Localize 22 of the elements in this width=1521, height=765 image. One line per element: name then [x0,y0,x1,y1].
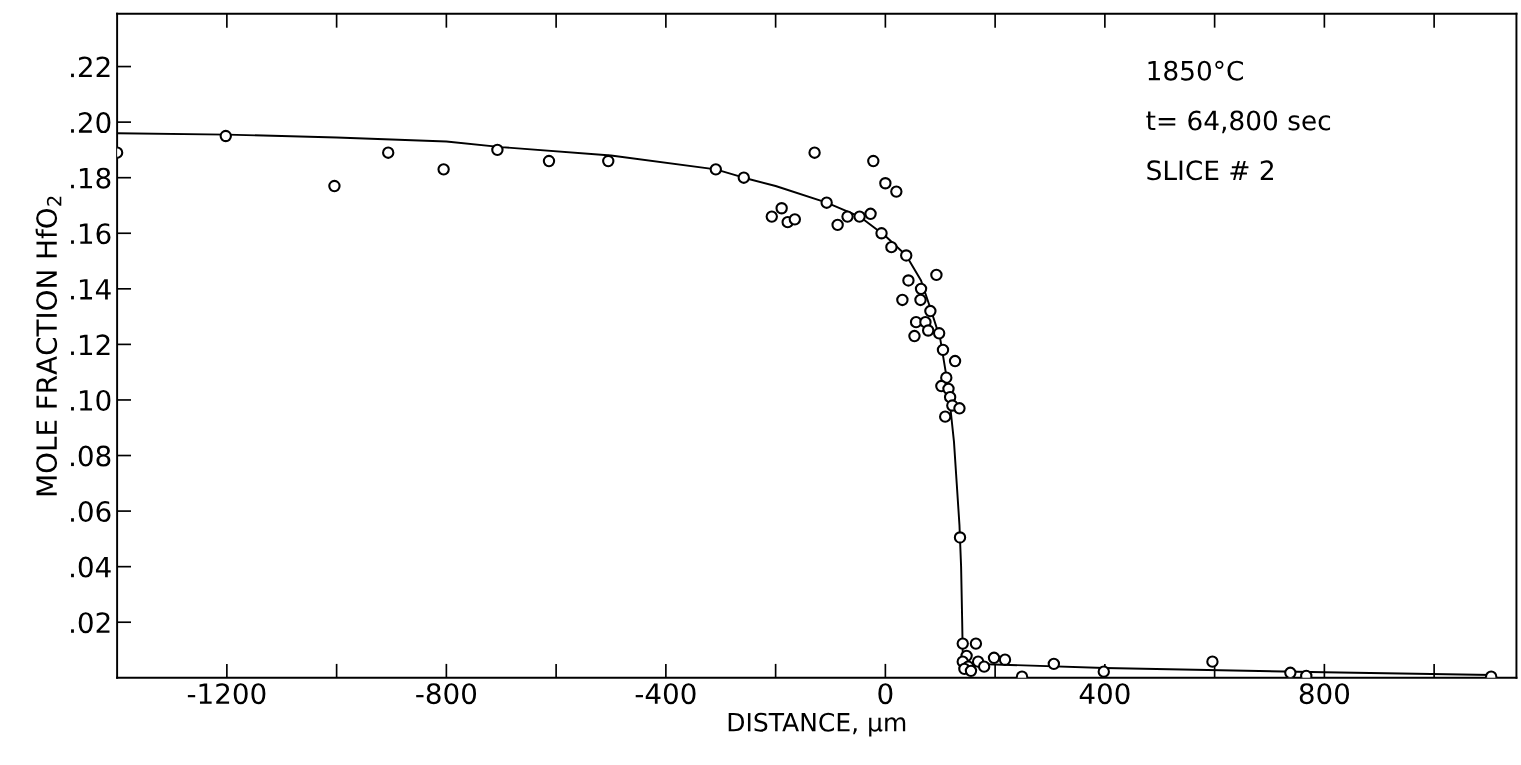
y-tick-label: .04 [71,556,111,578]
y-tick-label: .06 [71,501,111,523]
y-tick-label: .18 [71,167,111,189]
annotation: SLICE # 2 [1147,160,1273,181]
annotation: 1850°C [1148,60,1243,81]
y-tick-label: .14 [71,279,111,300]
x-tick-label: -1200 [187,683,266,705]
annotation: t= 64,800 sec [1146,110,1331,134]
y-tick-label: .12 [71,334,110,355]
y-axis-title: MOLE FRACTION HfO$_{2}$ [35,196,62,496]
y-tick-label: .08 [71,445,111,467]
y-tick-label: .20 [71,112,111,134]
x-tick-label: -800 [416,683,477,705]
x-tick-label: 0 [878,683,893,705]
x-tick-label: 800 [1299,683,1350,705]
y-tick-label: .16 [71,223,111,245]
x-axis-title: DISTANCE, μm [728,712,906,737]
x-tick-label: -400 [635,683,696,705]
y-tick-label: .02 [71,612,110,634]
y-tick-label: .22 [71,56,110,78]
y-tick-label: .10 [71,389,111,411]
x-tick-label: 400 [1079,683,1130,705]
